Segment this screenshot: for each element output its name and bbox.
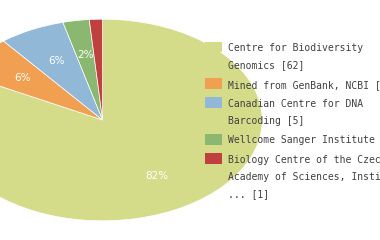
Text: Biology Centre of the Czech: Biology Centre of the Czech <box>228 155 380 165</box>
Bar <box>205 78 222 89</box>
Text: 2%: 2% <box>77 50 93 60</box>
Text: 6%: 6% <box>48 56 65 66</box>
Text: Mined from GenBank, NCBI [5]: Mined from GenBank, NCBI [5] <box>228 80 380 90</box>
Text: 82%: 82% <box>145 171 168 181</box>
Bar <box>205 97 222 108</box>
Wedge shape <box>3 22 103 120</box>
Text: ... [1]: ... [1] <box>228 189 269 199</box>
Bar <box>205 153 222 164</box>
Bar <box>205 134 222 144</box>
Text: Wellcome Sanger Institute [2]: Wellcome Sanger Institute [2] <box>228 135 380 145</box>
Wedge shape <box>0 41 103 120</box>
Text: Genomics [62]: Genomics [62] <box>228 60 304 71</box>
Text: Canadian Centre for DNA: Canadian Centre for DNA <box>228 99 363 109</box>
Text: 6%: 6% <box>14 73 31 83</box>
Text: Academy of Sciences, Institute: Academy of Sciences, Institute <box>228 172 380 182</box>
Wedge shape <box>0 19 262 221</box>
Wedge shape <box>63 19 103 120</box>
Text: Barcoding [5]: Barcoding [5] <box>228 116 304 126</box>
Wedge shape <box>89 19 103 120</box>
Bar <box>205 42 222 52</box>
Text: Centre for Biodiversity: Centre for Biodiversity <box>228 43 363 53</box>
